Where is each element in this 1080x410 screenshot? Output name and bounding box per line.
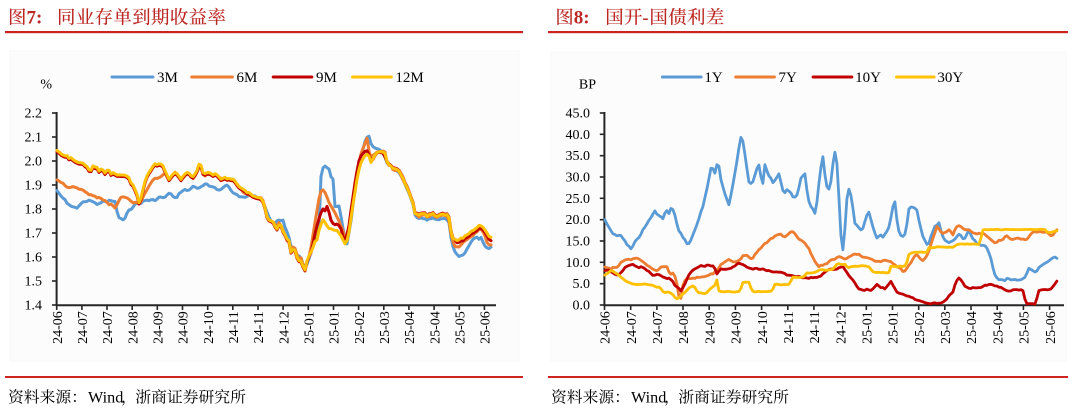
svg-text:25-04: 25-04 bbox=[991, 311, 1006, 344]
svg-text:25-01: 25-01 bbox=[861, 311, 876, 344]
svg-text:24-07: 24-07 bbox=[651, 311, 666, 344]
svg-text:%: % bbox=[40, 78, 52, 93]
svg-text:25.0: 25.0 bbox=[566, 192, 591, 207]
svg-text:7:: 7: bbox=[27, 8, 43, 29]
svg-text:1.6: 1.6 bbox=[25, 251, 43, 266]
svg-text:7Y: 7Y bbox=[779, 70, 798, 86]
svg-text:24-07: 24-07 bbox=[101, 311, 116, 344]
svg-text:25-04: 25-04 bbox=[403, 311, 418, 344]
svg-text:45.0: 45.0 bbox=[566, 107, 591, 122]
svg-text:25-02: 25-02 bbox=[353, 311, 368, 344]
svg-text:8:: 8: bbox=[574, 8, 590, 29]
svg-text:24-09: 24-09 bbox=[730, 311, 745, 344]
svg-text:25-04: 25-04 bbox=[965, 311, 980, 344]
svg-text:24-07: 24-07 bbox=[625, 311, 640, 344]
svg-text:1.8: 1.8 bbox=[25, 203, 43, 218]
svg-text:Wind: Wind bbox=[88, 389, 123, 407]
svg-text:1.9: 1.9 bbox=[25, 179, 43, 194]
svg-text:0.0: 0.0 bbox=[573, 299, 591, 314]
svg-text:24-11: 24-11 bbox=[227, 311, 242, 343]
svg-text:24-11: 24-11 bbox=[808, 311, 823, 343]
svg-text:25-01: 25-01 bbox=[303, 311, 318, 344]
svg-text:24-09: 24-09 bbox=[177, 311, 192, 344]
svg-text:24-09: 24-09 bbox=[703, 311, 718, 344]
svg-text:12M: 12M bbox=[395, 70, 423, 86]
svg-text:2.1: 2.1 bbox=[25, 131, 43, 146]
svg-text:1Y: 1Y bbox=[704, 70, 723, 86]
svg-text:20.0: 20.0 bbox=[566, 213, 591, 228]
svg-text:24-11: 24-11 bbox=[782, 311, 797, 343]
svg-text:24-08: 24-08 bbox=[126, 311, 141, 344]
svg-text:24-07: 24-07 bbox=[76, 311, 91, 344]
svg-text:24-10: 24-10 bbox=[202, 311, 217, 344]
svg-text:35.0: 35.0 bbox=[566, 149, 591, 164]
svg-text:25-05: 25-05 bbox=[454, 311, 469, 344]
svg-text:24-12: 24-12 bbox=[277, 311, 292, 344]
svg-text:10Y: 10Y bbox=[855, 70, 881, 86]
svg-text:25-01: 25-01 bbox=[328, 311, 343, 344]
svg-text:2.2: 2.2 bbox=[25, 107, 43, 122]
svg-text:15.0: 15.0 bbox=[566, 235, 591, 250]
svg-text:24-09: 24-09 bbox=[152, 311, 167, 344]
svg-text:40.0: 40.0 bbox=[566, 128, 591, 143]
svg-text:24-08: 24-08 bbox=[677, 311, 692, 344]
svg-text:25-03: 25-03 bbox=[378, 311, 393, 344]
svg-text:30.0: 30.0 bbox=[566, 171, 591, 186]
svg-text:BP: BP bbox=[579, 78, 596, 93]
svg-text:-: - bbox=[643, 8, 649, 28]
svg-text:24-06: 24-06 bbox=[51, 311, 66, 344]
svg-text:3M: 3M bbox=[157, 70, 178, 86]
svg-text:5.0: 5.0 bbox=[573, 277, 591, 292]
svg-text:6M: 6M bbox=[237, 70, 258, 86]
svg-text:24-11: 24-11 bbox=[252, 311, 267, 343]
svg-text:25-01: 25-01 bbox=[887, 311, 902, 344]
svg-text:24-10: 24-10 bbox=[756, 311, 771, 344]
svg-text:25-06: 25-06 bbox=[479, 311, 494, 344]
svg-text:1.4: 1.4 bbox=[25, 299, 43, 314]
svg-text:24-12: 24-12 bbox=[834, 311, 849, 344]
svg-text:25-05: 25-05 bbox=[1018, 311, 1033, 344]
svg-text:25-06: 25-06 bbox=[1044, 311, 1059, 344]
svg-text:24-06: 24-06 bbox=[599, 311, 614, 344]
svg-text:Wind: Wind bbox=[631, 389, 666, 407]
svg-text:1.5: 1.5 bbox=[25, 275, 43, 290]
svg-text:10.0: 10.0 bbox=[566, 256, 591, 271]
svg-text:30Y: 30Y bbox=[937, 70, 963, 86]
svg-text:9M: 9M bbox=[316, 70, 337, 86]
svg-text:1.7: 1.7 bbox=[25, 227, 43, 242]
svg-text:25-02: 25-02 bbox=[913, 311, 928, 344]
svg-text:25-04: 25-04 bbox=[428, 311, 443, 344]
svg-text:25-03: 25-03 bbox=[939, 311, 954, 344]
svg-text:2.0: 2.0 bbox=[25, 155, 43, 170]
